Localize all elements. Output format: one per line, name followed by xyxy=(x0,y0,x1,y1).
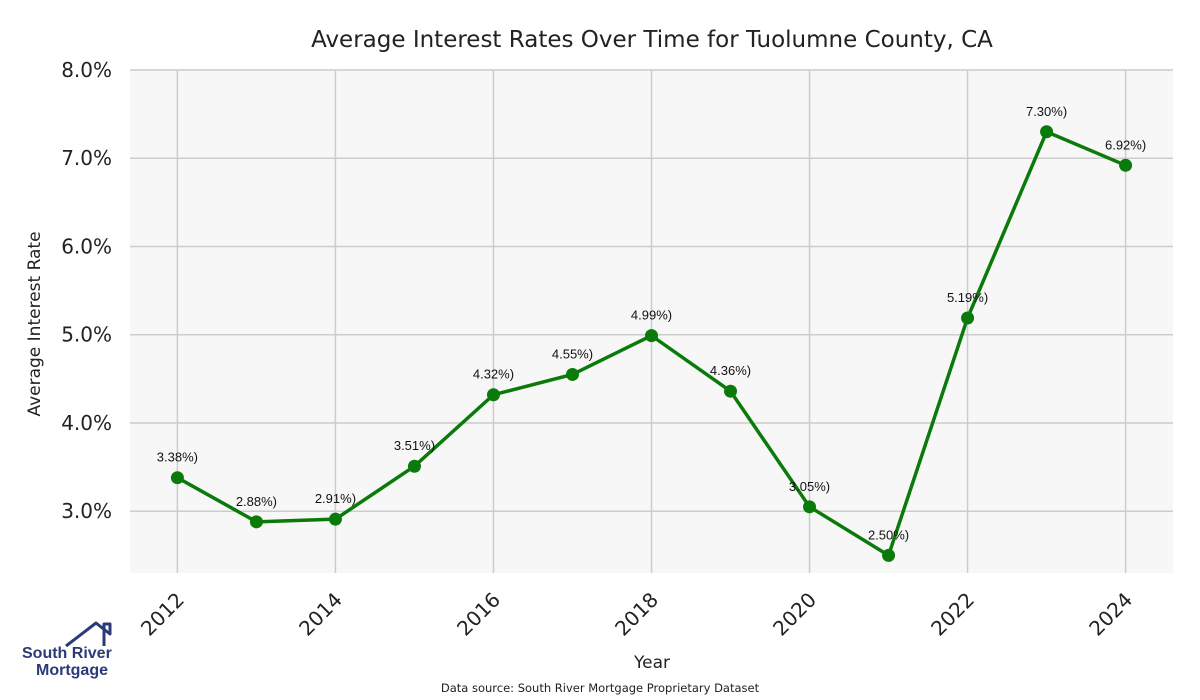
data-label: 4.99%) xyxy=(631,308,672,323)
x-axis-label: Year xyxy=(633,653,670,673)
data-label: 2.88%) xyxy=(236,494,277,509)
data-label: 4.55%) xyxy=(552,346,593,361)
data-point xyxy=(407,459,421,473)
x-tick-label: 2014 xyxy=(294,588,347,641)
x-tick-label: 2018 xyxy=(610,588,663,641)
data-point xyxy=(565,367,579,381)
chart-title: Average Interest Rates Over Time for Tuo… xyxy=(311,27,993,53)
y-tick-label: 5.0% xyxy=(61,323,112,347)
logo-text-line1: South River xyxy=(22,645,112,662)
y-tick-label: 3.0% xyxy=(61,499,112,523)
x-tick-label: 2012 xyxy=(136,588,189,641)
x-tick-label: 2020 xyxy=(768,588,821,641)
x-tick-label: 2024 xyxy=(1084,588,1137,641)
data-label: 4.32%) xyxy=(473,367,514,382)
data-label: 5.19%) xyxy=(947,290,988,305)
data-point xyxy=(249,515,263,529)
data-point xyxy=(170,471,184,485)
data-point xyxy=(882,548,896,562)
y-tick-label: 8.0% xyxy=(61,58,112,82)
data-label: 4.36%) xyxy=(710,363,751,378)
data-point xyxy=(803,500,817,514)
data-label: 7.30%) xyxy=(1026,104,1067,119)
y-tick-label: 7.0% xyxy=(61,146,112,170)
y-tick-label: 4.0% xyxy=(61,411,112,435)
data-label: 2.50%) xyxy=(868,527,909,542)
data-label: 6.92%) xyxy=(1105,137,1146,152)
data-label: 3.51%) xyxy=(394,438,435,453)
data-point xyxy=(724,384,738,398)
data-point xyxy=(645,329,658,343)
logo-text-line2: Mortgage xyxy=(36,662,108,679)
data-label: 3.38%) xyxy=(157,450,198,465)
x-tick-labels: 2012 2014 2016 2018 2020 2022 2024 xyxy=(136,588,1137,641)
data-point xyxy=(961,311,975,325)
data-points xyxy=(170,125,1133,562)
x-tick-label: 2016 xyxy=(452,588,505,641)
y-tick-labels: 3.0% 4.0% 5.0% 6.0% 7.0% 8.0% xyxy=(61,58,112,523)
house-roof-icon xyxy=(65,621,112,648)
y-tick-label: 6.0% xyxy=(61,234,112,258)
data-label: 2.91%) xyxy=(315,491,356,506)
y-axis-label: Average Interest Rate xyxy=(25,231,45,416)
data-source-note: Data source: South River Mortgage Propri… xyxy=(441,681,760,695)
data-point xyxy=(1040,125,1054,139)
data-point xyxy=(328,512,342,526)
logo: South River Mortgage xyxy=(22,621,112,679)
data-labels: 3.38%) 2.88%) 2.91%) 3.51%) 4.32%) 4.55%) 4.99… xyxy=(157,104,1146,543)
x-tick-label: 2022 xyxy=(926,588,979,641)
data-point xyxy=(1119,158,1133,172)
data-label: 3.05%) xyxy=(789,479,830,494)
data-point xyxy=(486,388,500,402)
